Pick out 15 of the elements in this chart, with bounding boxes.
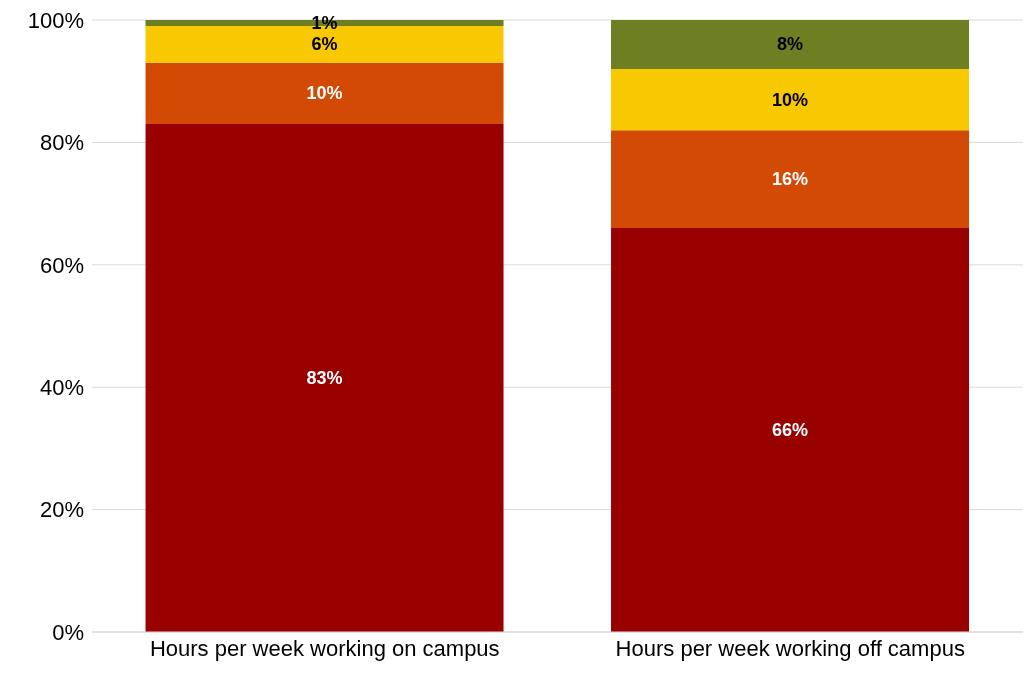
y-tick-label: 80% (39, 130, 84, 156)
y-tick-label: 20% (39, 497, 84, 523)
data-label: 8% (777, 34, 804, 55)
y-tick-label: 60% (39, 252, 84, 278)
data-label: 10% (306, 83, 343, 104)
x-tick-label: Hours per week working off campus (615, 635, 965, 661)
y-tick-label: 0% (52, 619, 84, 645)
data-label: 66% (772, 420, 809, 441)
x-tick-label: Hours per week working on campus (149, 635, 500, 661)
data-label: 83% (306, 368, 343, 389)
data-label: 10% (772, 89, 809, 110)
data-label: 6% (311, 34, 338, 55)
y-tick-label: 40% (39, 375, 84, 401)
data-label: 16% (772, 169, 809, 190)
y-tick-label: 100% (27, 7, 84, 33)
